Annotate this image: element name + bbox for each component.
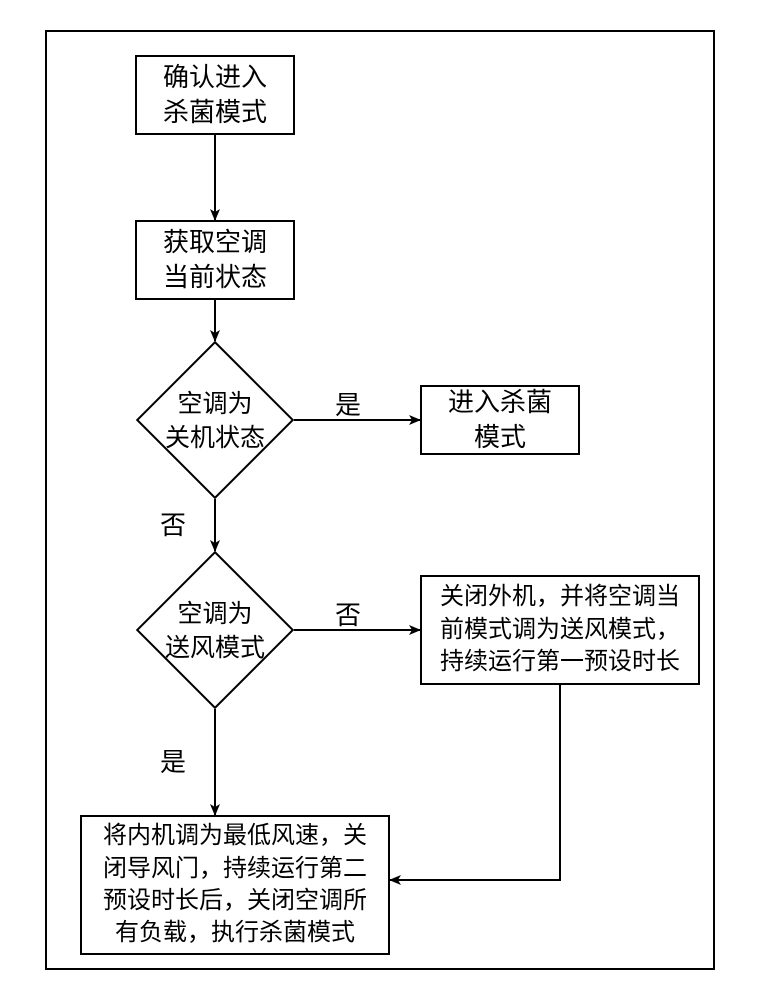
node-get-state: 获取空调当前状态 [135,220,295,300]
node-final-action: 将内机调为最低风速，关闭导风门，持续运行第二预设时长后，关闭空调所有负载，执行杀… [80,815,390,955]
edge-label-no-1: 否 [160,505,186,542]
node-label: 将内机调为最低风速，关闭导风门，持续运行第二预设时长后，关闭空调所有负载，执行杀… [103,820,367,950]
edge-label-yes-2: 是 [160,742,186,779]
node-enter-sterilize: 进入杀菌模式 [420,385,580,455]
node-label: 确认进入杀菌模式 [163,60,267,130]
edge-label-yes-1: 是 [335,385,361,422]
edge-label-no-2: 否 [335,595,361,632]
node-close-outdoor: 关闭外机，并将空调当前模式调为送风模式，持续运行第一预设时长 [420,575,700,685]
node-label: 获取空调当前状态 [163,225,267,295]
node-confirm-enter: 确认进入杀菌模式 [135,55,295,135]
node-label: 关闭外机，并将空调当前模式调为送风模式，持续运行第一预设时长 [440,581,680,678]
node-label: 进入杀菌模式 [448,385,552,455]
